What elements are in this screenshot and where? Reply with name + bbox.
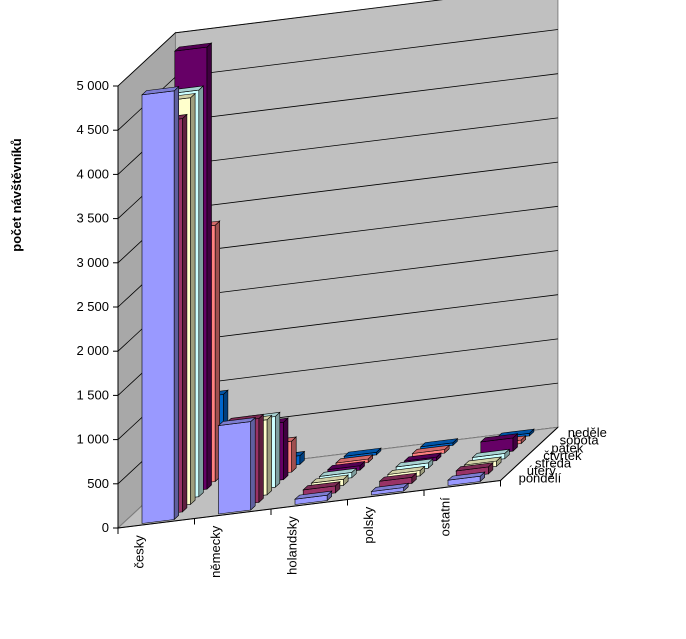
y-tick-label: 4 000 <box>76 166 109 181</box>
series-label: sobota <box>560 433 600 448</box>
bar <box>141 85 180 524</box>
y-tick-label: 3 000 <box>76 255 109 270</box>
bar <box>294 490 333 505</box>
depth-axis-line <box>500 426 559 481</box>
bar-top <box>343 447 382 457</box>
bar-top <box>479 433 519 443</box>
bars <box>141 42 535 524</box>
series-label: neděle <box>568 425 607 440</box>
bar-side <box>291 436 297 473</box>
axes: 0 500 1 000 1 500 2 000 2 500 3 000 3 500 4 000 4… <box>76 78 606 578</box>
bar-front <box>141 90 175 524</box>
bar-top <box>318 467 358 477</box>
y-tick-label: 2 000 <box>76 343 109 358</box>
bar-top <box>141 86 180 96</box>
x-tick-label: ostatní <box>437 497 452 536</box>
bar-top <box>395 458 434 468</box>
bar-side <box>258 413 264 504</box>
bar-top <box>378 472 418 482</box>
x-tick-label: německy <box>208 525 223 578</box>
y-tick-label: 2 500 <box>76 299 109 314</box>
bar-top <box>455 462 494 472</box>
bar-top <box>463 456 502 466</box>
bar-top <box>411 444 451 454</box>
y-tick-label: 0 <box>102 520 109 535</box>
back-wall <box>174 0 559 476</box>
bar-top <box>335 454 374 464</box>
x-tick-label: holandsky <box>284 516 299 575</box>
bar <box>447 471 486 486</box>
bar-top <box>326 461 366 471</box>
bar-top <box>294 490 333 500</box>
series-label: středa <box>535 456 572 471</box>
y-axis-label: počet návštěvníků <box>9 138 24 251</box>
bar-side <box>206 42 212 490</box>
bar <box>217 416 257 515</box>
y-tick-label: 3 500 <box>76 211 109 226</box>
bar-top <box>387 465 426 475</box>
bar-top <box>403 452 442 462</box>
bar-top <box>447 471 486 481</box>
y-tick-label: 4 500 <box>76 122 109 137</box>
bar-top <box>217 417 257 427</box>
bar-front <box>218 421 251 515</box>
series-label: pondělí <box>519 471 562 486</box>
bar-side <box>190 92 196 505</box>
series-label: čtvrtek <box>543 448 582 463</box>
bar-side <box>250 416 256 511</box>
x-tick-label: polsky <box>361 506 376 543</box>
bar-top <box>310 474 349 484</box>
bar-top <box>370 482 410 492</box>
bar-top <box>419 438 459 448</box>
y-tick-label: 500 <box>87 476 109 491</box>
series-label: úterý <box>527 463 556 478</box>
y-tick-label: 5 000 <box>76 78 109 93</box>
y-tick-label: 1 500 <box>76 387 109 402</box>
bar <box>370 482 410 496</box>
x-tick-label: česky <box>131 535 146 569</box>
y-tick-label: 1 000 <box>76 432 109 447</box>
bar-side <box>266 414 272 496</box>
bar-side <box>182 113 188 513</box>
bar-top <box>173 42 213 52</box>
bar-side <box>173 85 179 521</box>
bar-top <box>471 448 511 458</box>
bar-side <box>274 411 281 488</box>
series-label: pátek <box>551 440 583 455</box>
bar-side <box>283 417 289 481</box>
bar-top <box>302 481 341 491</box>
bar-side <box>198 85 204 498</box>
x-axis-line <box>117 480 501 529</box>
gridline <box>117 0 443 87</box>
